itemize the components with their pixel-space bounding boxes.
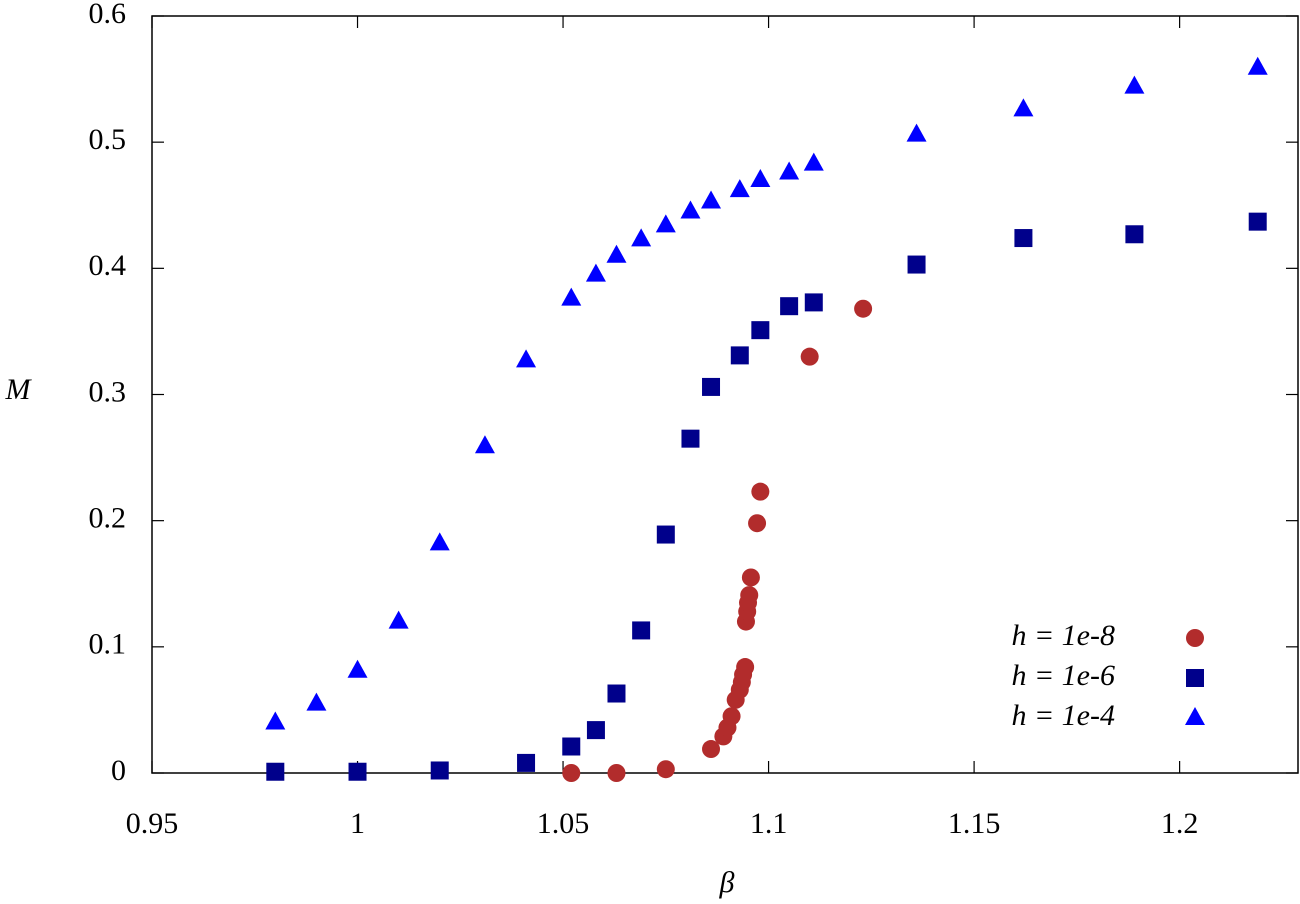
point [266,762,285,781]
point [751,482,770,501]
point [779,161,800,180]
point [1247,56,1268,75]
x-tick-label: 0.95 [126,807,179,840]
y-tick-label: 0.4 [89,249,127,282]
point [607,764,626,782]
y-tick-label: 0 [111,754,126,787]
point [586,721,605,740]
point [265,711,286,730]
point [429,532,450,551]
point [561,287,582,306]
point [585,263,606,282]
point [306,692,327,711]
point [680,200,701,219]
y-tick-label: 0.3 [89,375,127,408]
point [804,293,823,312]
point [750,169,771,188]
point [803,152,824,171]
point [702,740,721,759]
point [516,349,537,368]
y-tick-label: 0.2 [89,502,127,535]
legend-marker [1186,629,1204,647]
point [751,321,770,340]
point [702,377,721,396]
point [1013,98,1034,117]
y-tick-label: 0.1 [89,628,127,661]
legend-label: h = 1e-4 [1011,699,1115,732]
point [655,214,676,233]
point [348,762,367,781]
x-axis-label: β [719,866,735,899]
point [730,346,749,365]
point [1125,225,1144,244]
point [430,761,449,780]
point [854,299,873,318]
point [729,179,750,198]
point [656,525,675,544]
point [607,684,626,703]
legend-label: h = 1e-8 [1011,619,1115,652]
x-tick-label: 1 [350,807,365,840]
x-tick-label: 1.05 [537,807,590,840]
point [1014,229,1033,248]
point [474,435,495,454]
point [347,659,368,678]
x-tick-label: 1.1 [750,807,788,840]
point [740,586,759,605]
point [722,707,741,726]
point [1248,212,1267,231]
point [631,228,652,247]
point [741,568,760,587]
point [907,255,926,274]
legend-marker [1185,707,1205,725]
point [681,429,700,448]
y-tick-label: 0.5 [89,123,127,156]
point [906,123,927,142]
point [780,297,799,316]
point [736,658,755,677]
point [656,760,675,779]
point [748,514,767,533]
point [1124,75,1145,94]
y-tick-label: 0.6 [89,0,127,30]
point [800,347,819,366]
x-tick-label: 1.2 [1161,807,1199,840]
point [562,737,581,756]
point [388,610,409,629]
legend-label: h = 1e-6 [1011,659,1115,692]
y-axis-label: M [5,373,33,406]
point [632,621,651,640]
plot-frame [151,15,1299,774]
legend-marker [1186,669,1204,687]
point [701,190,722,209]
point [517,753,536,772]
point [562,764,581,782]
x-tick-label: 1.15 [948,807,1001,840]
point [606,244,627,263]
